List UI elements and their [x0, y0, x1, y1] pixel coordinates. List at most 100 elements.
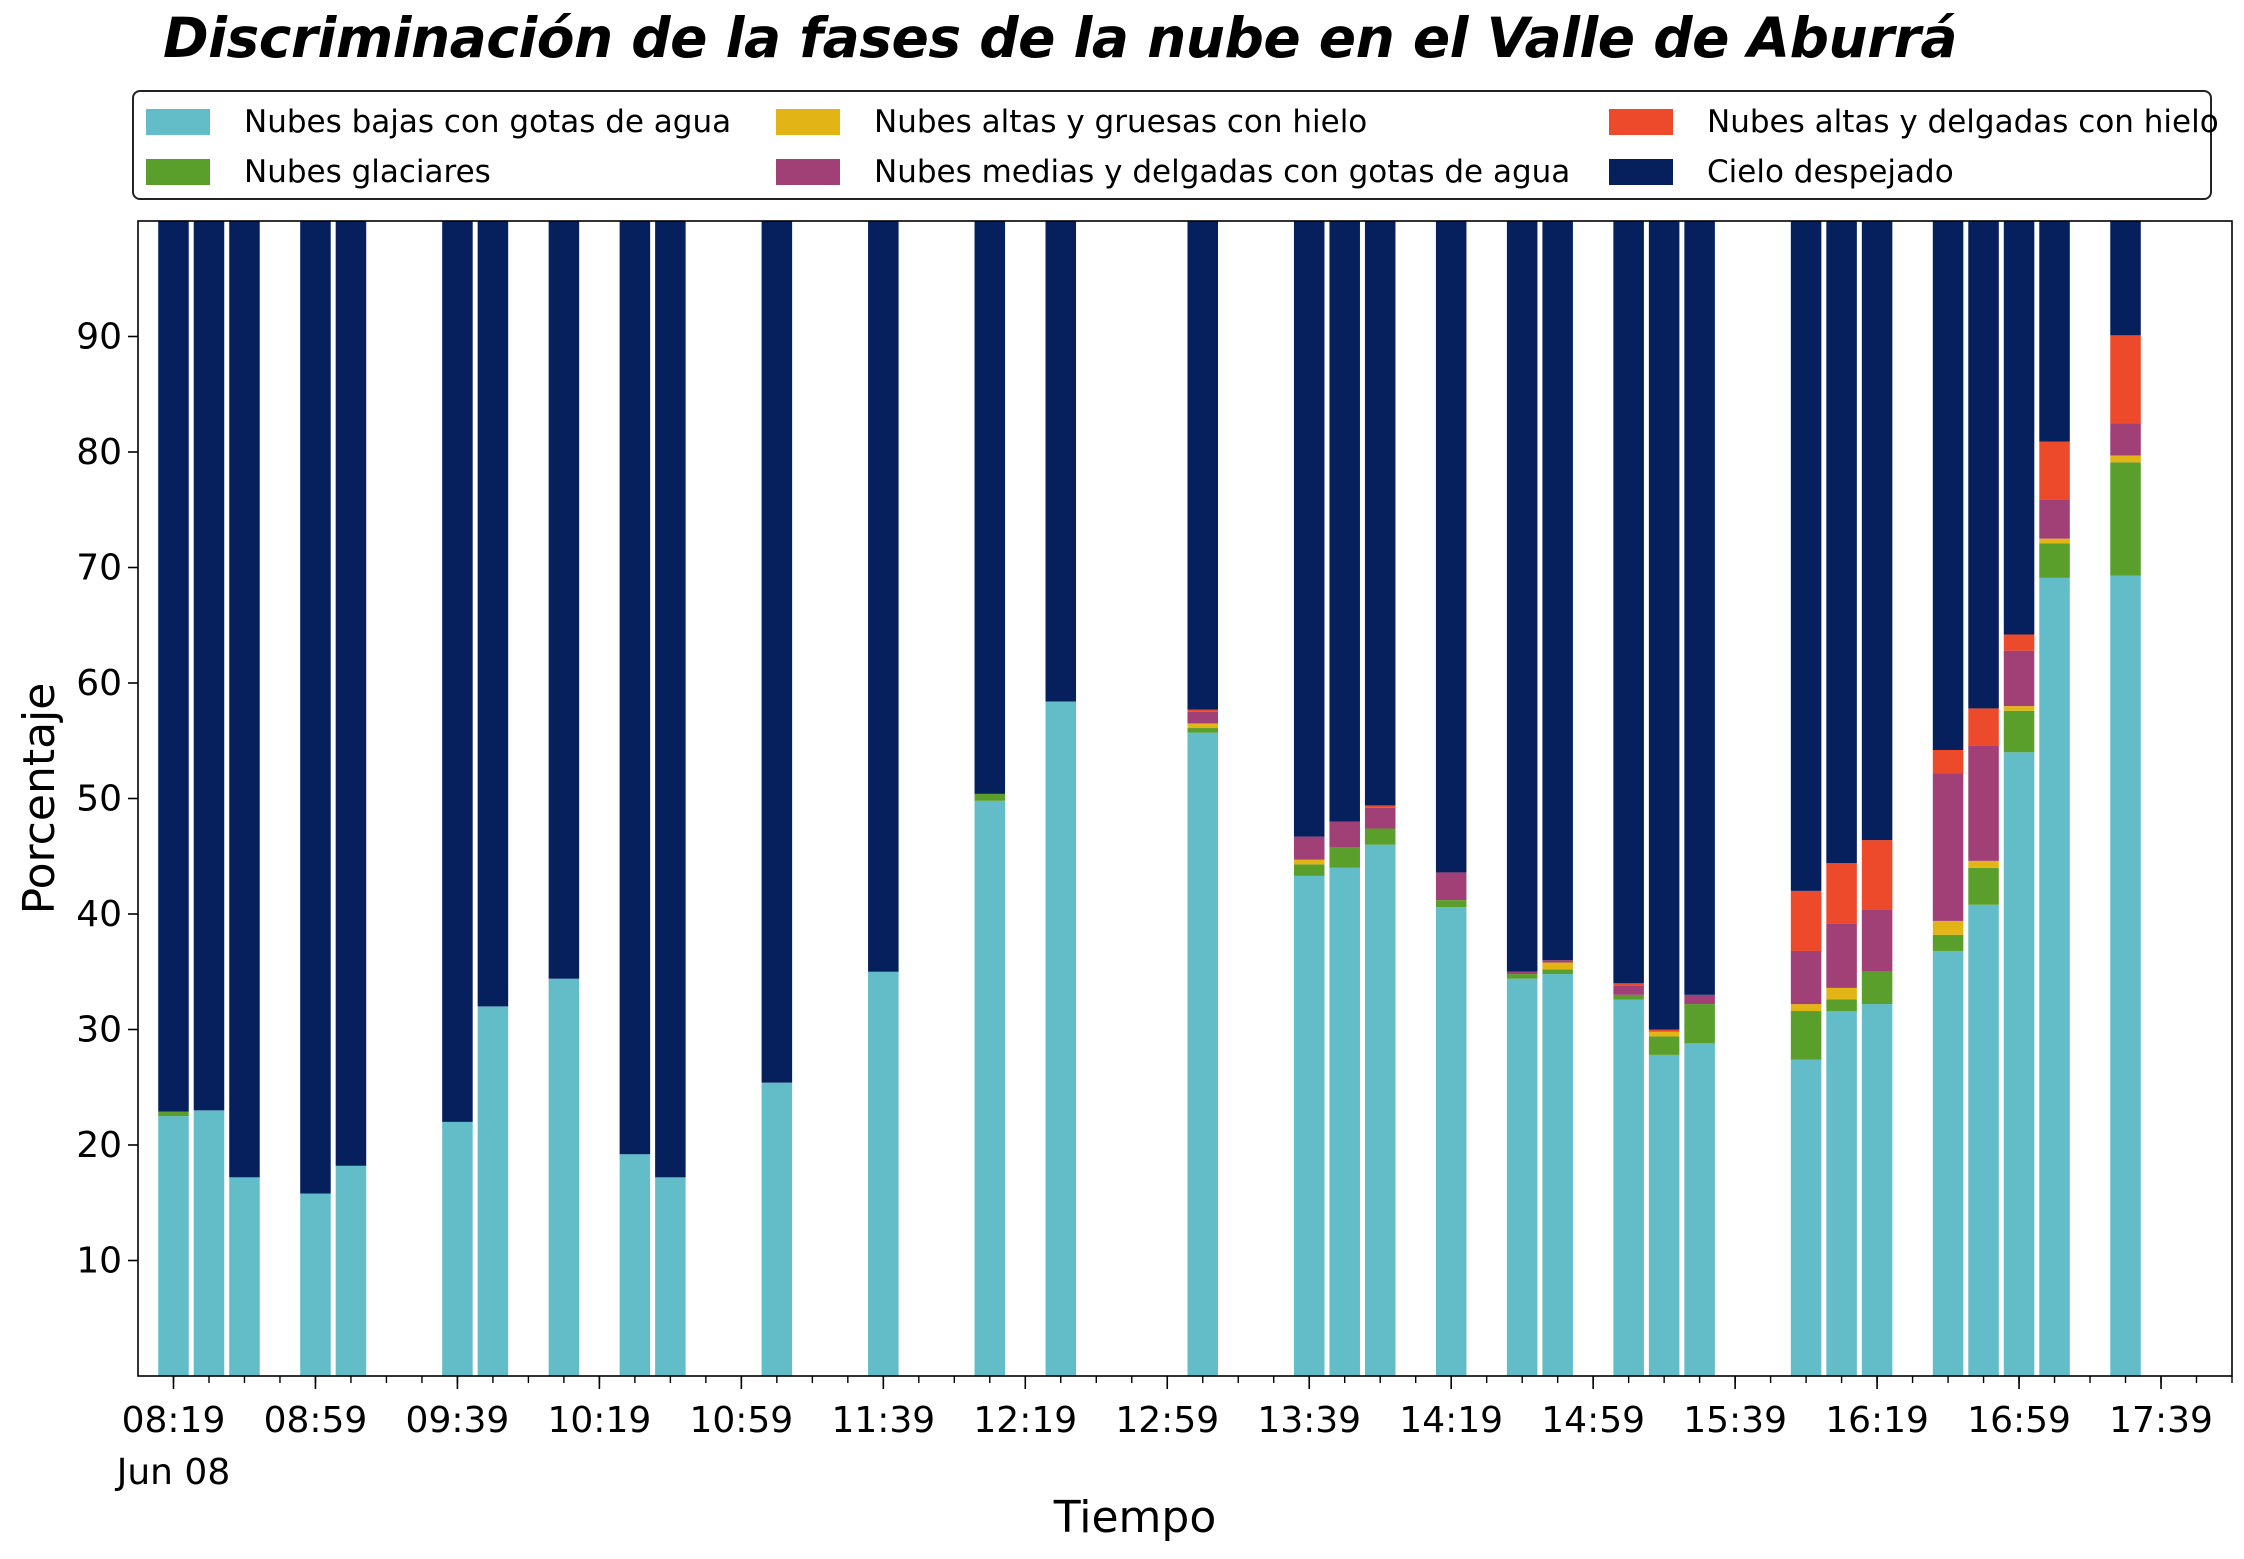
bar-segment-1729-s0 [2110, 575, 2141, 1376]
bar-segment-0829-s5 [193, 221, 225, 1111]
bar-segment-0859-s5 [300, 221, 331, 1194]
legend-item: Cielo despejado [1609, 154, 1954, 190]
bar-segment-1419-s5 [1435, 221, 1467, 873]
bar-segment-1309-s3 [1187, 711, 1219, 724]
bar-segment-1339-s0 [1293, 875, 1325, 1376]
x-tick-label: 12:19 [973, 1400, 1077, 1441]
bar-segment-1639-s4 [1932, 749, 1964, 774]
bar-segment-1339-s3 [1293, 836, 1325, 860]
bar-segment-1649-s0 [1968, 904, 1999, 1376]
bar-segment-1519-s1 [1648, 1036, 1680, 1055]
bar-segment-1609-s0 [1826, 1011, 1857, 1376]
bar-segment-1659-s0 [2003, 752, 2035, 1376]
bar-segment-1729-s1 [2110, 462, 2141, 576]
bar-segment-1639-s2 [1932, 920, 1964, 935]
legend-item: Nubes medias y delgadas con gotas de agu… [776, 154, 1570, 190]
x-axis-label: Tiempo [1053, 1492, 1217, 1543]
bar-segment-1649-s2 [1968, 860, 1999, 868]
bar-segment-1559-s1 [1790, 1011, 1822, 1060]
bar-segment-1559-s3 [1790, 950, 1822, 1005]
bar-segment-1529-s3 [1684, 994, 1715, 1005]
bar-segment-1529-s1 [1684, 1004, 1715, 1044]
bar-segment-1349-s0 [1329, 867, 1360, 1376]
y-tick-label: 70 [76, 548, 122, 589]
legend-label: Nubes altas y delgadas con hielo [1707, 104, 2219, 140]
x-tick-label: 15:39 [1683, 1400, 1787, 1441]
bar-segment-1609-s5 [1826, 221, 1857, 864]
bar-segment-1109-s0 [761, 1082, 793, 1376]
bar-segment-0819-s0 [158, 1116, 189, 1376]
bar-segment-1339-s1 [1293, 864, 1325, 876]
x-tick-label: 16:19 [1825, 1400, 1929, 1441]
bar-segment-1419-s1 [1435, 900, 1467, 908]
legend-label: Nubes medias y delgadas con gotas de agu… [874, 154, 1571, 190]
bar-segment-1029-s0 [619, 1154, 651, 1376]
bar-segment-1359-s1 [1364, 828, 1396, 845]
bar-segment-1609-s1 [1826, 999, 1857, 1012]
x-tick-label: 14:19 [1399, 1400, 1503, 1441]
legend-swatch [1609, 159, 1673, 185]
bar-segment-1449-s0 [1542, 974, 1573, 1376]
bar-segment-1519-s0 [1648, 1054, 1680, 1376]
bar-segment-1619-s3 [1861, 909, 1893, 972]
bar-segment-1509-s3 [1613, 985, 1644, 995]
bar-segment-1209-s5 [974, 221, 1006, 794]
legend-swatch [776, 109, 840, 135]
bar-segment-1449-s3 [1542, 960, 1573, 963]
bar-segment-1109-s5 [761, 221, 793, 1083]
legend-label: Nubes glaciares [244, 154, 491, 190]
bar-segment-0839-s0 [229, 1177, 260, 1376]
x-tick-label: 17:39 [2109, 1400, 2213, 1441]
legend-label: Cielo despejado [1707, 154, 1954, 190]
bar-segment-1609-s4 [1826, 863, 1857, 924]
legend-label: Nubes bajas con gotas de agua [244, 104, 732, 140]
bar-segment-1659-s4 [2003, 634, 2035, 651]
bar-segment-1209-s1 [974, 793, 1006, 801]
bar-segment-1359-s3 [1364, 807, 1396, 829]
bar-segment-1609-s2 [1826, 987, 1857, 1000]
bar-segment-1509-s4 [1613, 983, 1644, 986]
bar-segment-1419-s0 [1435, 907, 1467, 1376]
bar-segment-1659-s2 [2003, 706, 2035, 711]
legend-swatch [1609, 109, 1673, 135]
x-tick-label: 12:59 [1115, 1400, 1219, 1441]
bar-segment-1439-s3 [1506, 971, 1538, 975]
bar-segment-1619-s0 [1861, 1004, 1893, 1376]
bar-segment-1519-s2 [1648, 1031, 1680, 1037]
bar-segment-1309-s5 [1187, 221, 1219, 710]
legend: Nubes bajas con gotas de agua Nubes glaci… [132, 90, 2219, 200]
bar-segment-1729-s2 [2110, 455, 2141, 463]
bar-segment-1709-s5 [2039, 221, 2070, 442]
bar-segment-0909-s0 [335, 1165, 367, 1376]
bar-segment-1509-s1 [1613, 994, 1644, 1000]
bar-segment-1709-s3 [2039, 499, 2070, 539]
bar-segment-1439-s0 [1506, 978, 1538, 1376]
bar-segment-1509-s5 [1613, 221, 1644, 984]
x-tick-label: 16:59 [1967, 1400, 2071, 1441]
y-tick-label: 40 [76, 894, 122, 935]
y-tick-label: 60 [76, 663, 122, 704]
legend-item: Nubes altas y delgadas con hielo [1609, 104, 2219, 140]
bar-segment-1659-s1 [2003, 710, 2035, 753]
legend-label: Nubes altas y gruesas con hielo [874, 104, 1368, 140]
legend-swatch [776, 159, 840, 185]
y-tick-label: 90 [76, 317, 122, 358]
x-tick-label: 08:59 [264, 1400, 368, 1441]
legend-item: Nubes glaciares [146, 154, 491, 190]
y-axis-label: Porcentaje [14, 683, 65, 915]
y-tick-label: 30 [76, 1010, 122, 1051]
bar-segment-1009-s0 [548, 978, 580, 1376]
bar-segment-1639-s3 [1932, 773, 1964, 921]
bar-segment-1649-s1 [1968, 867, 1999, 905]
x-tick-label: 08:19 [122, 1400, 226, 1441]
x-tick-label: 10:19 [548, 1400, 652, 1441]
y-tick-label: 20 [76, 1125, 122, 1166]
bar-segment-1209-s0 [974, 800, 1006, 1376]
y-tick-label: 10 [76, 1241, 122, 1282]
bar-segment-1139-s0 [868, 971, 899, 1376]
bar-segment-0819-s1 [158, 1111, 189, 1117]
legend-item: Nubes bajas con gotas de agua [146, 104, 731, 140]
bar-segment-1559-s4 [1790, 890, 1822, 951]
bar-segment-1309-s1 [1187, 728, 1219, 733]
